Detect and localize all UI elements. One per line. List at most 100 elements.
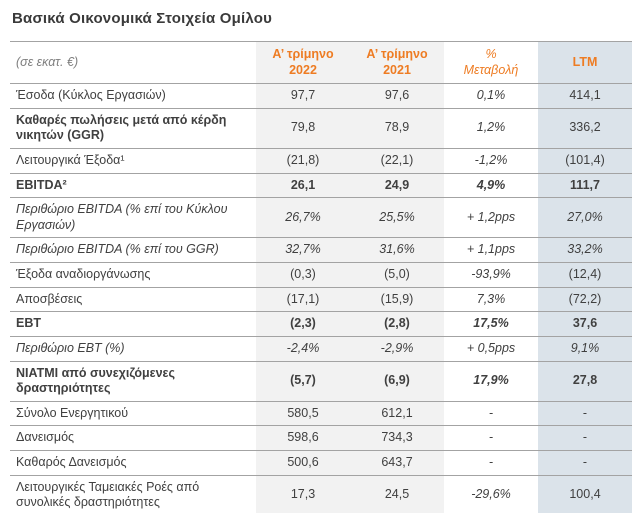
value-q1-2021: 31,6% [350, 237, 444, 263]
row-label: Λειτουργικές Ταμειακές Ροές από συνολικέ… [10, 474, 256, 513]
column-header-q1-2022: Α’ τρίμηνο 2022 [256, 41, 350, 84]
value-q1-2022: (2,3) [256, 311, 350, 337]
value-change: 17,9% [444, 360, 538, 402]
table-row: EBITDA² 26,1 24,9 4,9% 111,7 [10, 172, 632, 199]
row-label: Περιθώριο EBITDA (% επί του Κύκλου Εργασ… [10, 197, 256, 239]
value-change: 0,1% [444, 83, 538, 109]
table-row: Αποσβέσεις (17,1) (15,9) 7,3% (72,2) [10, 286, 632, 313]
value-change: -93,9% [444, 262, 538, 288]
value-ltm: 27,0% [538, 197, 632, 239]
value-ltm: 27,8 [538, 360, 632, 402]
value-q1-2022: 32,7% [256, 237, 350, 263]
row-label: Περιθώριο EBITDA (% επί του GGR) [10, 237, 256, 263]
value-q1-2022: (5,7) [256, 360, 350, 402]
value-change: 4,9% [444, 172, 538, 199]
value-q1-2022: (0,3) [256, 262, 350, 288]
table-header-row: (σε εκατ. €) Α’ τρίμηνο 2022 Α’ τρίμηνο … [10, 41, 632, 84]
value-q1-2022: 580,5 [256, 400, 350, 427]
row-label: EBITDA² [10, 172, 256, 199]
value-q1-2021: 734,3 [350, 425, 444, 451]
value-ltm: 414,1 [538, 83, 632, 109]
table-row: Λειτουργικά Έξοδα¹ (21,8) (22,1) -1,2% (… [10, 147, 632, 174]
value-q1-2022: 26,1 [256, 172, 350, 199]
row-label: Έξοδα αναδιοργάνωσης [10, 262, 256, 288]
value-change: -29,6% [444, 474, 538, 513]
row-label: Καθαρές πωλήσεις μετά από κέρδη νικητών … [10, 107, 256, 149]
column-header-q1-2021: Α’ τρίμηνο 2021 [350, 41, 444, 84]
value-ltm: 111,7 [538, 172, 632, 199]
value-change: - [444, 400, 538, 427]
value-q1-2022: 500,6 [256, 450, 350, 476]
table-row: Καθαρές πωλήσεις μετά από κέρδη νικητών … [10, 107, 632, 149]
value-ltm: - [538, 450, 632, 476]
value-q1-2021: (6,9) [350, 360, 444, 402]
value-ltm: 37,6 [538, 311, 632, 337]
value-q1-2022: -2,4% [256, 335, 350, 362]
value-ltm: 33,2% [538, 237, 632, 263]
value-q1-2021: 78,9 [350, 107, 444, 149]
value-q1-2021: 24,5 [350, 474, 444, 513]
value-ltm: 100,4 [538, 474, 632, 513]
table-row: Έσοδα (Κύκλος Εργασιών) 97,7 97,6 0,1% 4… [10, 83, 632, 109]
column-header-q1-2022-line2: 2022 [289, 62, 317, 77]
value-q1-2021: 24,9 [350, 172, 444, 199]
value-q1-2021: -2,9% [350, 335, 444, 362]
value-ltm: (101,4) [538, 147, 632, 174]
column-header-ltm: LTM [538, 41, 632, 84]
table-row: Περιθώριο EBT (%) -2,4% -2,9% + 0,5pps 9… [10, 335, 632, 362]
row-label: Αποσβέσεις [10, 286, 256, 313]
value-q1-2021: 97,6 [350, 83, 444, 109]
row-label: Σύνολο Ενεργητικού [10, 400, 256, 427]
value-q1-2022: 26,7% [256, 197, 350, 239]
table-row: Καθαρός Δανεισμός 500,6 643,7 - - [10, 450, 632, 476]
column-header-q1-2021-line2: 2021 [383, 62, 411, 77]
value-q1-2022: 97,7 [256, 83, 350, 109]
row-label: Δανεισμός [10, 425, 256, 451]
table-row: Λειτουργικές Ταμειακές Ροές από συνολικέ… [10, 474, 632, 513]
table-row: NIATMI από συνεχιζόμενες δραστηριότητες … [10, 360, 632, 402]
row-label: Περιθώριο EBT (%) [10, 335, 256, 362]
value-ltm: - [538, 400, 632, 427]
value-change: 1,2% [444, 107, 538, 149]
column-header-change: % Μεταβολή [444, 41, 538, 84]
column-header-change-line1: % [485, 46, 497, 61]
row-label: EBT [10, 311, 256, 337]
financial-table: (σε εκατ. €) Α’ τρίμηνο 2022 Α’ τρίμηνο … [10, 41, 632, 513]
value-q1-2022: 17,3 [256, 474, 350, 513]
column-header-q1-2021-line1: Α’ τρίμηνο [366, 46, 428, 61]
value-q1-2021: (5,0) [350, 262, 444, 288]
row-label: Καθαρός Δανεισμός [10, 450, 256, 476]
value-q1-2021: 25,5% [350, 197, 444, 239]
row-label: Λειτουργικά Έξοδα¹ [10, 147, 256, 174]
value-change: -1,2% [444, 147, 538, 174]
value-q1-2022: 79,8 [256, 107, 350, 149]
value-q1-2021: 643,7 [350, 450, 444, 476]
value-ltm: (72,2) [538, 286, 632, 313]
page-title: Βασικά Οικονομικά Στοιχεία Ομίλου [12, 10, 273, 27]
value-q1-2021: (15,9) [350, 286, 444, 313]
value-q1-2021: 612,1 [350, 400, 444, 427]
value-ltm: (12,4) [538, 262, 632, 288]
value-change: 7,3% [444, 286, 538, 313]
table-row: Δανεισμός 598,6 734,3 - - [10, 425, 632, 451]
value-q1-2021: (22,1) [350, 147, 444, 174]
value-q1-2022: (21,8) [256, 147, 350, 174]
row-label: NIATMI από συνεχιζόμενες δραστηριότητες [10, 360, 256, 402]
value-change: 17,5% [444, 311, 538, 337]
column-header-unit: (σε εκατ. €) [10, 41, 256, 84]
value-ltm: 9,1% [538, 335, 632, 362]
value-change: + 1,2pps [444, 197, 538, 239]
value-ltm: 336,2 [538, 107, 632, 149]
table-row: Περιθώριο EBITDA (% επί του Κύκλου Εργασ… [10, 197, 632, 239]
value-change: - [444, 450, 538, 476]
value-q1-2022: 598,6 [256, 425, 350, 451]
table-row: EBT (2,3) (2,8) 17,5% 37,6 [10, 311, 632, 337]
value-change: + 0,5pps [444, 335, 538, 362]
value-change: + 1,1pps [444, 237, 538, 263]
column-header-change-line2: Μεταβολή [463, 62, 519, 77]
table-body: Έσοδα (Κύκλος Εργασιών) 97,7 97,6 0,1% 4… [10, 83, 632, 513]
value-change: - [444, 425, 538, 451]
column-header-q1-2022-line1: Α’ τρίμηνο [272, 46, 334, 61]
table-row: Έξοδα αναδιοργάνωσης (0,3) (5,0) -93,9% … [10, 262, 632, 288]
